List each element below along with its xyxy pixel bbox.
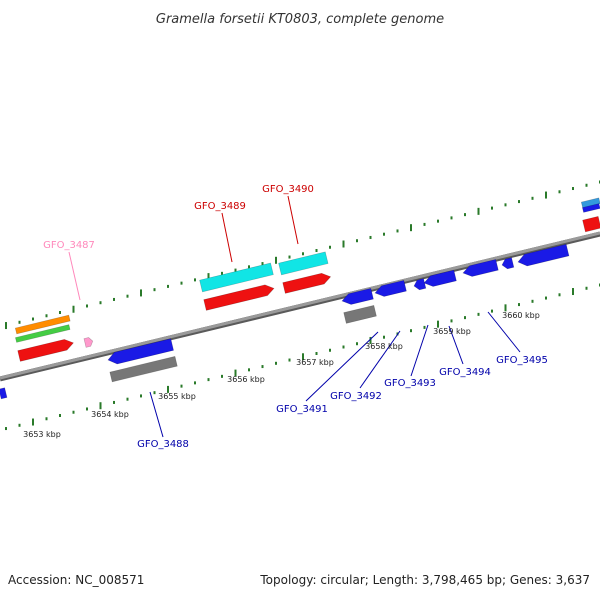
genome-summary-text: Topology: circular; Length: 3,798,465 bp… [260, 573, 590, 587]
forward-cds[interactable] [17, 337, 75, 362]
gfo-3491-label[interactable]: GFO_3491 [276, 404, 328, 415]
label-leaders [68, 195, 521, 438]
gfo-3490-label[interactable]: GFO_3490 [262, 184, 314, 195]
gfo-3490-leader-line [287, 195, 299, 245]
reverse-cds[interactable] [582, 203, 600, 213]
rna-feature[interactable] [199, 262, 274, 293]
reverse-cds[interactable] [413, 278, 427, 291]
rna-feature[interactable] [278, 251, 329, 276]
gfo-3494-label[interactable]: GFO_3494 [439, 367, 491, 378]
scale-labels: 3653 kbp 3654 kbp 3655 kbp 3656 kbp 3657 kbp… [23, 311, 540, 439]
gray-feature[interactable] [109, 356, 178, 383]
reverse-cds[interactable] [0, 387, 8, 400]
orange-feature[interactable] [14, 314, 71, 335]
gfo-3487-leader-line [68, 251, 81, 301]
reverse-cds[interactable] [107, 338, 174, 366]
genome-backbone [0, 231, 600, 380]
gene-labels: GFO_3487 GFO_3488 GFO_3489 GFO_3490 GFO_3491… [43, 184, 548, 450]
gene-features [0, 197, 600, 400]
gfo-3495-leader-line [487, 311, 521, 353]
map-title: Gramella forsetii KT0803, complete genom… [156, 12, 444, 27]
gfo-3487-label[interactable]: GFO_3487 [43, 240, 95, 251]
gfo-3492-leader-line [359, 330, 401, 389]
scale-label: 3659 kbp [433, 327, 471, 336]
light-blue-feature[interactable] [580, 197, 600, 209]
forward-cds[interactable] [582, 216, 600, 233]
accession-text: Accession: NC_008571 [8, 573, 145, 587]
scale-label: 3657 kbp [296, 358, 334, 367]
gfo-3495-label[interactable]: GFO_3495 [496, 355, 548, 366]
gfo-3488-leader-line [149, 391, 164, 438]
gfo-3491-leader-line [305, 331, 379, 402]
reverse-cds[interactable] [501, 257, 515, 270]
gfo-3488-label[interactable]: GFO_3488 [137, 439, 189, 450]
forward-cds[interactable] [282, 271, 332, 294]
gfo-3494-leader-line [448, 325, 464, 365]
gray-feature[interactable] [343, 305, 377, 324]
forward-cds[interactable] [203, 283, 276, 311]
scale-label: 3656 kbp [227, 375, 265, 384]
gfo-3493-label[interactable]: GFO_3493 [384, 378, 436, 389]
tick-marks [5, 180, 600, 431]
reverse-cds[interactable] [423, 269, 457, 288]
gfo-3493-leader-line [410, 324, 429, 377]
gfo-3492-label[interactable]: GFO_3492 [330, 391, 382, 402]
gfo-3489-label[interactable]: GFO_3489 [194, 201, 246, 212]
scale-label: 3654 kbp [91, 410, 129, 419]
gfo-3489-leader-line [221, 212, 233, 263]
reverse-cds[interactable] [517, 243, 570, 268]
scale-label: 3660 kbp [502, 311, 540, 320]
reverse-cds[interactable] [341, 288, 374, 306]
scale-label: 3658 kbp [365, 342, 403, 351]
scale-label: 3653 kbp [23, 430, 61, 439]
reverse-cds[interactable] [374, 280, 407, 298]
scale-label: 3655 kbp [158, 392, 196, 401]
green-feature[interactable] [15, 324, 71, 343]
pink-feature[interactable] [83, 337, 94, 348]
reverse-cds[interactable] [462, 259, 499, 278]
